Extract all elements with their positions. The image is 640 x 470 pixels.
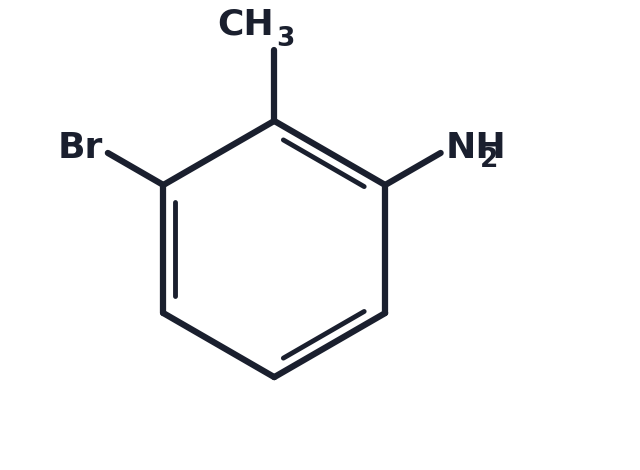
- Text: 3: 3: [276, 26, 295, 52]
- Text: CH: CH: [218, 8, 275, 42]
- Text: Br: Br: [58, 132, 103, 165]
- Text: 2: 2: [479, 147, 498, 173]
- Text: NH: NH: [445, 132, 506, 165]
